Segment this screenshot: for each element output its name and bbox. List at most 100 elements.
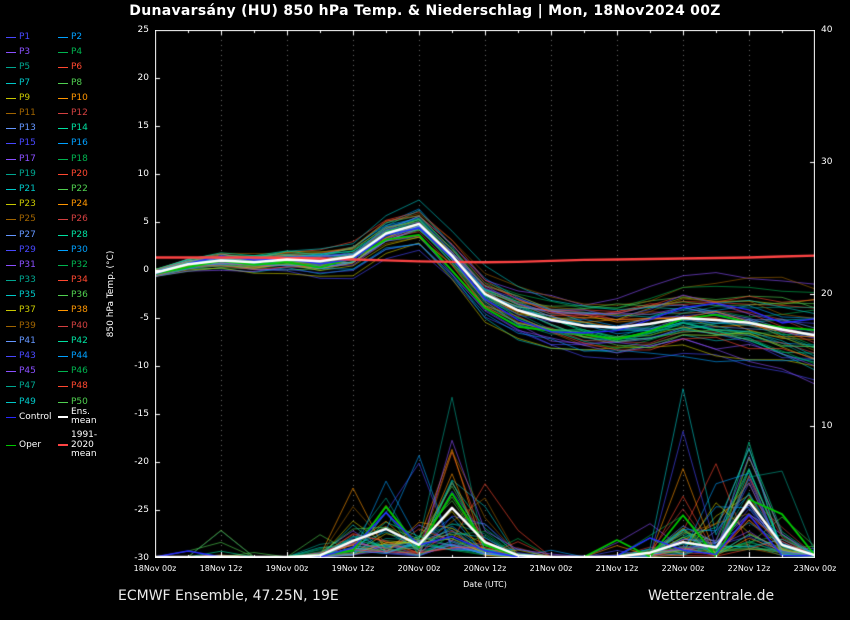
legend-member-label: P26	[71, 214, 88, 225]
member-line-swatch	[6, 37, 16, 39]
x-axis-tick-label: 19Nov 12z	[331, 564, 375, 573]
legend-member: P14	[58, 121, 110, 136]
legend-member: P10	[58, 91, 110, 106]
legend-member-label: P1	[19, 32, 31, 43]
legend-member: P31	[6, 258, 58, 273]
member-line-swatch	[58, 188, 68, 190]
legend-member-label: P12	[71, 108, 88, 119]
member-line-swatch	[6, 386, 16, 388]
legend-member: P6	[58, 60, 110, 75]
legend-row-control-mean: Control Ens. mean	[6, 407, 124, 427]
left-axis-tick-label: 20	[137, 73, 149, 83]
member-line-swatch	[6, 67, 16, 69]
legend-member-label: P21	[19, 183, 36, 194]
member-line-swatch	[6, 325, 16, 327]
member-line-swatch	[6, 82, 16, 84]
legend-member: P23	[6, 197, 58, 212]
member-line-swatch	[58, 158, 68, 160]
legend-member-label: P15	[19, 138, 36, 149]
legend-member: P15	[6, 136, 58, 151]
member-line-swatch	[58, 280, 68, 282]
member-line-swatch	[6, 264, 16, 266]
x-axis-tick-label: 21Nov 12z	[595, 564, 639, 573]
legend-member-label: P19	[19, 168, 36, 179]
member-line-swatch	[6, 310, 16, 312]
legend-member-label: P8	[71, 77, 83, 88]
legend-member: P7	[6, 76, 58, 91]
legend-member: P9	[6, 91, 58, 106]
legend-member: P33	[6, 273, 58, 288]
x-axis-title: Date (UTC)	[463, 580, 507, 589]
legend-member-label: P46	[71, 366, 88, 377]
left-axis-tick-label: 5	[143, 217, 149, 227]
legend-member: P41	[6, 334, 58, 349]
legend-ens-mean-label: Ens. mean	[71, 407, 97, 427]
legend-control-label: Control	[19, 411, 52, 422]
legend-member: P30	[58, 243, 110, 258]
legend-member-label: P39	[19, 320, 36, 331]
legend-member-label: P34	[71, 275, 88, 286]
left-axis-tick-label: 25	[137, 25, 149, 35]
legend: P1 P2 P3 P4 P5 P6 P7 P8 P9 P10 P11 P12 P13 P14 P15 P16 P…	[6, 30, 124, 459]
legend-member-label: P45	[19, 366, 36, 377]
legend-member-label: P24	[71, 199, 88, 210]
member-line-swatch	[58, 371, 68, 373]
legend-control: Control	[6, 410, 58, 425]
member-line-swatch	[58, 204, 68, 206]
legend-member-label: P27	[19, 229, 36, 240]
legend-member-label: P13	[19, 123, 36, 134]
legend-member-label: P29	[19, 244, 36, 255]
legend-member: P27	[6, 227, 58, 242]
legend-member: P28	[58, 227, 110, 242]
legend-member-label: P2	[71, 32, 83, 43]
right-axis-tick-label: 20	[821, 289, 833, 299]
legend-member-label: P25	[19, 214, 36, 225]
x-axis-tick-label: 19Nov 00z	[265, 564, 309, 573]
legend-member: P1	[6, 30, 58, 45]
legend-member: P48	[58, 379, 110, 394]
member-line-swatch	[6, 158, 16, 160]
legend-member-label: P17	[19, 153, 36, 164]
legend-member: P36	[58, 288, 110, 303]
legend-row-oper-climate: Oper 1991-2020 mean	[6, 430, 124, 459]
member-line-swatch	[58, 325, 68, 327]
legend-climate-label: 1991-2020 mean	[71, 430, 98, 460]
legend-oper-label: Oper	[19, 439, 42, 450]
member-line-swatch	[6, 97, 16, 99]
legend-member-label: P43	[19, 351, 36, 362]
legend-oper: Oper	[6, 438, 58, 453]
left-axis-tick-label: -20	[134, 457, 149, 467]
legend-member: P3	[6, 45, 58, 60]
legend-member-label: P50	[71, 396, 88, 407]
chart-title: Dunavarsány (HU) 850 hPa Temp. & Nieders…	[129, 3, 721, 19]
legend-member-label: P37	[19, 305, 36, 316]
member-line-swatch	[6, 52, 16, 54]
member-line-swatch	[58, 82, 68, 84]
legend-member-label: P41	[19, 335, 36, 346]
legend-member: P50	[58, 395, 110, 410]
legend-member: P38	[58, 303, 110, 318]
legend-member: P5	[6, 60, 58, 75]
member-line-swatch	[58, 295, 68, 297]
legend-member-label: P3	[19, 47, 31, 58]
legend-member-label: P10	[71, 92, 88, 103]
right-axis-tick-label: 30	[821, 157, 833, 167]
legend-member-label: P47	[19, 381, 36, 392]
member-line-swatch	[58, 173, 68, 175]
member-line-swatch	[6, 249, 16, 251]
member-line-swatch	[6, 188, 16, 190]
legend-member: P22	[58, 182, 110, 197]
legend-member: P26	[58, 212, 110, 227]
legend-member-label: P32	[71, 259, 88, 270]
member-line-swatch	[6, 143, 16, 145]
legend-member-label: P7	[19, 77, 31, 88]
member-line-swatch	[58, 128, 68, 130]
legend-member: P39	[6, 319, 58, 334]
legend-member-label: P14	[71, 123, 88, 134]
ens-mean-line-swatch	[58, 416, 68, 419]
legend-member: P37	[6, 303, 58, 318]
legend-ens-mean: Ens. mean	[58, 407, 114, 427]
legend-member: P32	[58, 258, 110, 273]
legend-member-label: P31	[19, 259, 36, 270]
left-axis-title: 850 hPa Temp. (°C)	[106, 250, 116, 338]
